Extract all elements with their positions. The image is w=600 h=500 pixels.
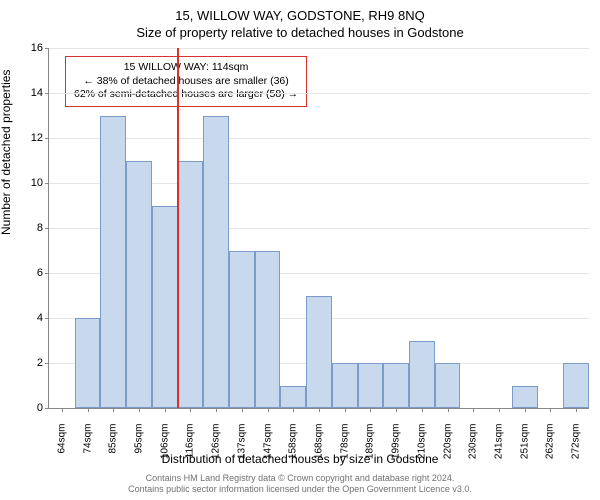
bar <box>126 161 152 409</box>
x-tick-mark <box>370 408 371 412</box>
x-tick-label: 85sqm <box>108 418 119 454</box>
x-tick-mark <box>139 408 140 412</box>
x-tick-mark <box>422 408 423 412</box>
callout-line1: 15 WILLOW WAY: 114sqm <box>74 61 298 75</box>
x-tick-mark <box>242 408 243 412</box>
x-tick-mark <box>525 408 526 412</box>
bar <box>75 318 101 408</box>
chart-subtitle: Size of property relative to detached ho… <box>0 25 600 40</box>
y-tick-mark <box>45 363 49 364</box>
y-tick-mark <box>45 228 49 229</box>
bar <box>203 116 229 409</box>
x-tick-mark <box>190 408 191 412</box>
callout-line2: ← 38% of detached houses are smaller (36… <box>74 75 298 89</box>
bar <box>255 251 281 409</box>
x-axis-label: Distribution of detached houses by size … <box>0 452 600 466</box>
bar <box>280 386 306 409</box>
x-tick-label: 95sqm <box>134 418 145 454</box>
y-tick-mark <box>45 93 49 94</box>
footer-line2: Contains public sector information licen… <box>0 484 600 496</box>
bar <box>358 363 384 408</box>
bar <box>178 161 204 409</box>
bar <box>563 363 589 408</box>
callout-line3: 62% of semi-detached houses are larger (… <box>74 88 298 102</box>
x-tick-mark <box>113 408 114 412</box>
bar <box>229 251 255 409</box>
y-tick-mark <box>45 183 49 184</box>
x-tick-label: 74sqm <box>82 418 93 454</box>
x-tick-mark <box>473 408 474 412</box>
gridline <box>49 138 589 139</box>
x-tick-mark <box>319 408 320 412</box>
bar <box>435 363 461 408</box>
x-tick-mark <box>448 408 449 412</box>
x-tick-mark <box>293 408 294 412</box>
x-tick-mark <box>396 408 397 412</box>
footer-line1: Contains HM Land Registry data © Crown c… <box>0 473 600 485</box>
y-tick-mark <box>45 318 49 319</box>
x-tick-mark <box>268 408 269 412</box>
x-tick-mark <box>499 408 500 412</box>
y-tick-mark <box>45 138 49 139</box>
x-tick-mark <box>88 408 89 412</box>
y-tick-mark <box>45 408 49 409</box>
callout-box: 15 WILLOW WAY: 114sqm ← 38% of detached … <box>65 56 307 107</box>
marker-line <box>177 48 179 408</box>
bar <box>332 363 358 408</box>
x-tick-mark <box>216 408 217 412</box>
chart-container: 15, WILLOW WAY, GODSTONE, RH9 8NQ Size o… <box>0 0 600 500</box>
bar <box>383 363 409 408</box>
x-tick-mark <box>165 408 166 412</box>
y-axis-label: Number of detached properties <box>0 70 13 235</box>
x-tick-mark <box>62 408 63 412</box>
x-tick-mark <box>345 408 346 412</box>
gridline <box>49 48 589 49</box>
bar <box>100 116 126 409</box>
x-tick-mark <box>550 408 551 412</box>
bar <box>409 341 435 409</box>
x-tick-label: 64sqm <box>56 418 67 454</box>
y-tick-mark <box>45 273 49 274</box>
chart-title: 15, WILLOW WAY, GODSTONE, RH9 8NQ <box>0 0 600 23</box>
bar <box>152 206 178 409</box>
plot-area: 15 WILLOW WAY: 114sqm ← 38% of detached … <box>48 48 589 409</box>
x-tick-mark <box>576 408 577 412</box>
y-tick-mark <box>45 48 49 49</box>
footer: Contains HM Land Registry data © Crown c… <box>0 473 600 496</box>
gridline <box>49 93 589 94</box>
bar <box>306 296 332 409</box>
bar <box>512 386 538 409</box>
